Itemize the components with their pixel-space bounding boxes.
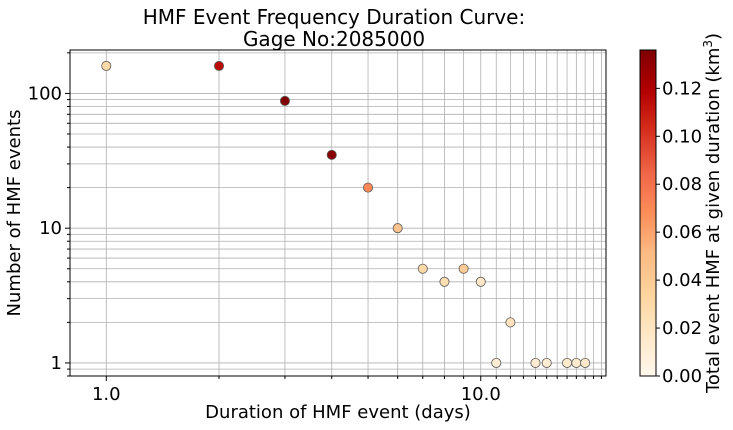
colorbar-ticks: 0.00 0.02 0.04 0.06 0.08 0.10 0.12 (656, 78, 702, 387)
data-point (475, 276, 486, 287)
colorbar-tick-label: 0.06 (662, 222, 702, 243)
x-tick-label: 10.0 (461, 384, 501, 405)
colorbar-tick-label: 0.00 (662, 366, 702, 387)
x-tick-label: 1.0 (92, 384, 121, 405)
scatter-points (101, 60, 591, 368)
y-axis-label: Number of HMF events (4, 110, 25, 317)
colorbar (639, 49, 657, 377)
data-point (101, 60, 112, 71)
data-point (530, 357, 541, 368)
y-tick-label: 10 (39, 218, 62, 239)
colorbar-tick-label: 0.08 (662, 174, 702, 195)
x-axis-label: Duration of HMF event (days) (205, 402, 471, 423)
data-point (505, 317, 516, 328)
colorbar-label-text: Total event HMF at given duration (km (703, 48, 724, 394)
data-point (279, 95, 290, 106)
colorbar-tick-label: 0.04 (662, 270, 702, 291)
data-point (541, 357, 552, 368)
data-point (439, 276, 450, 287)
data-point (580, 357, 591, 368)
y-tick-label: 1 (51, 353, 62, 374)
chart-title-line-2: Gage No:2085000 (243, 27, 425, 51)
colorbar-label: Total event HMF at given duration (km3) (701, 33, 724, 394)
data-point (491, 357, 502, 368)
data-point (458, 263, 469, 274)
colorbar-tick-label: 0.02 (662, 318, 702, 339)
x-axis: 1.0 10.0 (92, 376, 602, 405)
y-tick-label: 100 (28, 83, 62, 104)
data-point (326, 149, 337, 160)
colorbar-label-end: ) (703, 33, 724, 40)
data-point (392, 223, 403, 234)
plot-frame (69, 49, 607, 377)
y-axis: 1 10 100 (28, 52, 70, 377)
data-point (363, 182, 374, 193)
data-point (562, 357, 573, 368)
chart-title-line-1: HMF Event Frequency Duration Curve: (143, 5, 525, 29)
colorbar-tick-label: 0.10 (662, 126, 702, 147)
colorbar-label-superscript: 3 (701, 40, 715, 48)
data-point (571, 357, 582, 368)
colorbar-tick-label: 0.12 (662, 78, 702, 99)
data-point (214, 60, 225, 71)
data-point (417, 263, 428, 274)
grid-lines (70, 50, 606, 377)
